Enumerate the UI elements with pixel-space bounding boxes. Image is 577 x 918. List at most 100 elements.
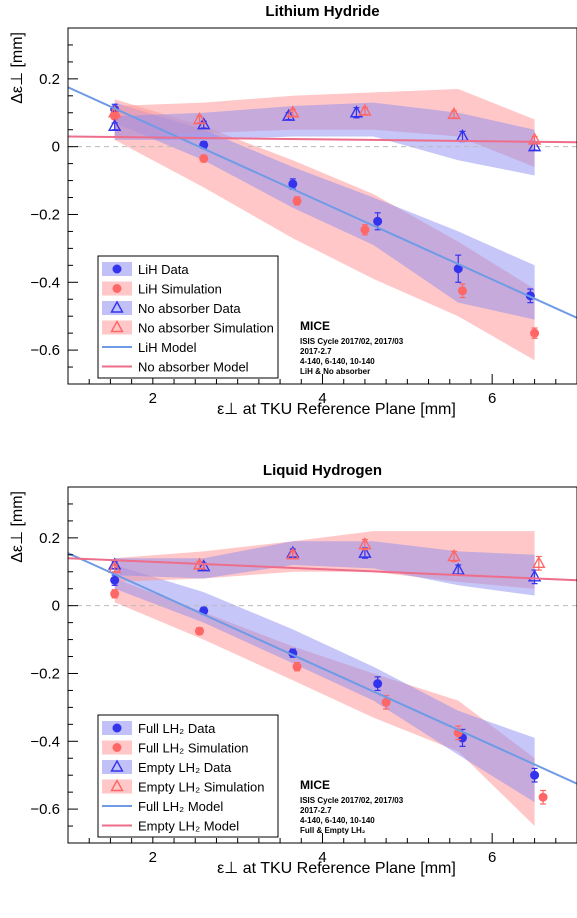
data-point-triangle bbox=[197, 559, 211, 572]
legend-label: Empty LH₂ Data bbox=[138, 760, 232, 775]
legend-label: No absorber Data bbox=[138, 301, 241, 316]
x-tick-label: 4 bbox=[318, 390, 326, 407]
data-point-circle bbox=[373, 679, 383, 689]
data-point-circle bbox=[373, 216, 383, 226]
data-point-triangle bbox=[527, 569, 542, 582]
y-tick-label: 0.2 bbox=[39, 71, 60, 88]
legend-label: LiH Model bbox=[138, 340, 197, 355]
model-line-5 bbox=[68, 135, 577, 144]
annotation-line: Full & Empty LH₂ bbox=[300, 826, 366, 835]
legend-label: No absorber Simulation bbox=[138, 321, 274, 336]
data-point-circle bbox=[194, 626, 204, 636]
data-point-triangle bbox=[451, 562, 465, 575]
data-point-triangle bbox=[107, 560, 122, 574]
legend-marker-circle bbox=[112, 743, 122, 752]
annotation-line: 2017-2.7 bbox=[300, 806, 332, 815]
legend-marker-triangle bbox=[110, 300, 124, 313]
uncertainty-band-3 bbox=[114, 102, 535, 176]
data-point-circle bbox=[530, 770, 540, 780]
annotation-line: ISIS Cycle 2017/02, 2017/03 bbox=[300, 796, 404, 805]
legend-label: Full LH₂ Data bbox=[138, 721, 216, 736]
y-tick-label: 0 bbox=[52, 598, 60, 615]
x-tick-label: 2 bbox=[149, 849, 157, 866]
legend-label: Full LH₂ Model bbox=[138, 799, 223, 814]
annotation-line: LiH & No absorber bbox=[300, 367, 370, 376]
data-point-triangle bbox=[286, 547, 300, 560]
data-point-circle bbox=[288, 179, 298, 189]
data-point-circle bbox=[292, 196, 302, 206]
data-point-triangle bbox=[192, 112, 207, 125]
legend-marker-triangle bbox=[110, 320, 124, 333]
uncertainty-band-0 bbox=[114, 578, 535, 826]
data-point-triangle bbox=[349, 105, 364, 118]
y-tick-label: −0.2 bbox=[30, 665, 60, 682]
chart-title: Liquid Hydrogen bbox=[263, 462, 382, 479]
x-tick-label: 6 bbox=[488, 390, 496, 407]
legend-marker-triangle bbox=[110, 759, 124, 772]
y-tick-label: −0.4 bbox=[30, 733, 60, 750]
legend-marker-triangle bbox=[110, 779, 124, 792]
data-point-circle bbox=[360, 225, 370, 235]
data-point-triangle bbox=[107, 118, 122, 132]
y-tick-label: −0.6 bbox=[30, 342, 60, 359]
legend-label: Empty LH₂ Model bbox=[138, 819, 239, 834]
y-tick-label: −0.6 bbox=[30, 801, 60, 818]
legend-label: LiH Simulation bbox=[138, 282, 222, 297]
data-point-circle bbox=[110, 589, 120, 599]
annotation-title: MICE bbox=[300, 319, 330, 333]
legend-box bbox=[97, 255, 279, 379]
y-axis-label: Δε⊥ [mm] bbox=[9, 491, 26, 563]
legend-label: Empty LH₂ Simulation bbox=[138, 780, 264, 795]
x-tick-label: 2 bbox=[149, 390, 157, 407]
chart-liquid-hydrogen: Liquid Hydrogen 0.2 0 −0.2 −0.4 −0.6 2 4 6 ε⊥ at … bbox=[9, 462, 577, 877]
y-tick-label: −0.4 bbox=[30, 274, 60, 291]
data-point-triangle bbox=[527, 139, 542, 152]
data-point-circle bbox=[110, 575, 120, 585]
annotation-line: 4-140, 6-140, 10-140 bbox=[300, 357, 375, 366]
model-line-4 bbox=[68, 552, 577, 785]
annotation-line: ISIS Cycle 2017/02, 2017/03 bbox=[300, 337, 404, 346]
legend-label: No absorber Model bbox=[138, 360, 249, 375]
chart-lithium-hydride: Lithium Hydride 0.2 0 −0.2 −0.4 −0.6 2 4 6 ε⊥ at … bbox=[9, 3, 577, 418]
chart-title: Lithium Hydride bbox=[265, 3, 379, 20]
legend-marker-circle bbox=[112, 264, 122, 274]
legend-box bbox=[97, 714, 279, 838]
model-line-5 bbox=[68, 557, 577, 582]
uncertainty-band-1 bbox=[114, 565, 535, 803]
legend-label: Full LH₂ Simulation bbox=[138, 741, 249, 756]
y-tick-label: 0.2 bbox=[39, 530, 60, 547]
x-axis-label: ε⊥ at TKU Reference Plane [mm] bbox=[217, 401, 456, 418]
y-tick-label: −0.2 bbox=[30, 206, 60, 223]
legend-swatch bbox=[102, 779, 132, 794]
data-point-circle bbox=[199, 154, 209, 164]
uncertainty-band-3 bbox=[114, 541, 535, 596]
x-tick-label: 4 bbox=[318, 849, 326, 866]
data-point-circle bbox=[292, 662, 302, 672]
legend-swatch bbox=[102, 320, 132, 335]
data-point-triangle bbox=[358, 537, 372, 550]
y-axis-label: Δε⊥ [mm] bbox=[9, 32, 26, 104]
annotation-title: MICE bbox=[300, 778, 330, 792]
legend-label: LiH Data bbox=[138, 262, 189, 277]
annotation-line: 4-140, 6-140, 10-140 bbox=[300, 816, 375, 825]
data-point-circle bbox=[381, 697, 391, 707]
x-axis-label: ε⊥ at TKU Reference Plane [mm] bbox=[217, 860, 456, 877]
y-tick-label: 0 bbox=[52, 139, 60, 156]
plot-area bbox=[68, 531, 577, 826]
data-point-circle bbox=[453, 264, 463, 274]
data-point-triangle bbox=[358, 545, 372, 558]
legend-swatch bbox=[102, 760, 132, 774]
plot-area bbox=[68, 86, 577, 361]
legend-marker-circle bbox=[112, 723, 122, 733]
data-point-triangle bbox=[358, 103, 372, 116]
data-point-circle bbox=[457, 286, 467, 296]
data-point-circle bbox=[538, 792, 548, 802]
data-point-triangle bbox=[527, 132, 542, 145]
data-point-triangle bbox=[107, 105, 122, 118]
x-tick-label: 6 bbox=[488, 849, 496, 866]
data-point-triangle bbox=[281, 108, 296, 121]
legend-marker-circle bbox=[112, 284, 122, 293]
data-point-circle bbox=[530, 328, 540, 338]
data-point-triangle bbox=[286, 105, 300, 118]
